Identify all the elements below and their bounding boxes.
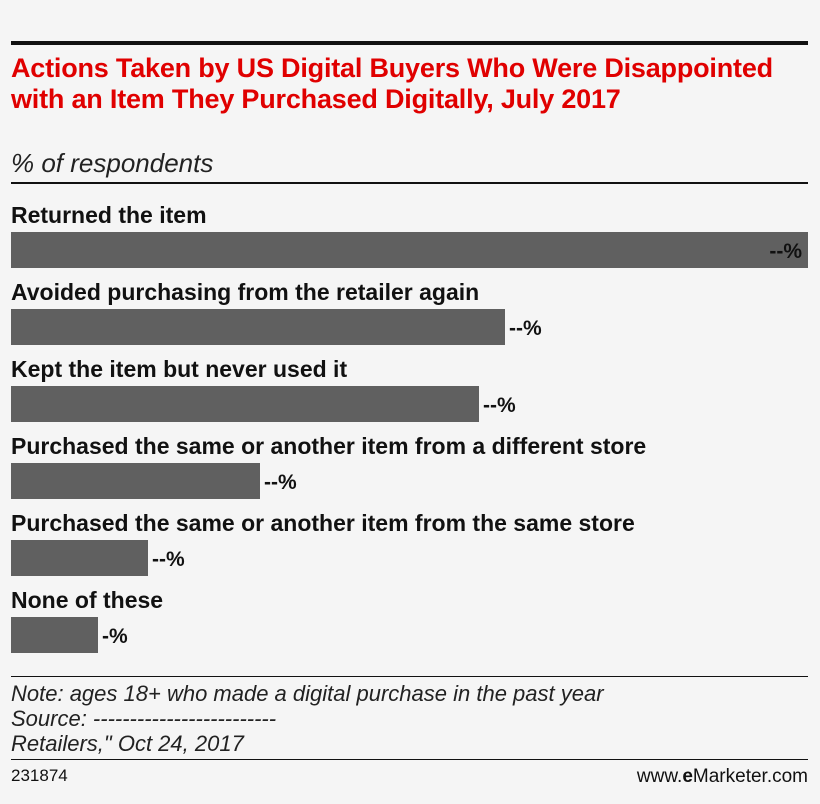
brand-link[interactable]: www.eMarketer.com: [637, 766, 808, 788]
category-label: Avoided purchasing from the retailer aga…: [11, 279, 479, 305]
category-label: Purchased the same or another item from …: [11, 433, 646, 459]
chart-subtitle: % of respondents: [11, 148, 214, 178]
chart-title: Actions Taken by US Digital Buyers Who W…: [11, 53, 773, 114]
source-line: Source: -------------------------: [11, 706, 277, 731]
note-rule: [11, 676, 808, 677]
value-label: --%: [152, 548, 185, 571]
value-label: -%: [102, 625, 128, 648]
note-line: Note: ages 18+ who made a digital purcha…: [11, 681, 604, 706]
bar: [11, 463, 260, 499]
chart-note: Note: ages 18+ who made a digital purcha…: [11, 681, 604, 756]
bar: [11, 232, 808, 268]
chart-id: 231874: [11, 766, 68, 785]
bar: [11, 540, 148, 576]
category-label: Kept the item but never used it: [11, 356, 347, 382]
category-label: None of these: [11, 587, 163, 613]
value-label: --%: [509, 317, 542, 340]
value-label: --%: [483, 394, 516, 417]
footer-rule: [11, 759, 808, 760]
value-label: --%: [264, 471, 297, 494]
brand-name: Marketer.com: [692, 766, 808, 787]
subtitle-rule: [11, 182, 808, 184]
bar: [11, 617, 98, 653]
value-label: --%: [769, 240, 802, 263]
category-label: Purchased the same or another item from …: [11, 510, 635, 536]
bar: [11, 386, 479, 422]
brand-prefix: www.: [636, 766, 683, 787]
category-label: Returned the item: [11, 202, 207, 228]
bar: [11, 309, 505, 345]
source-line: Retailers," Oct 24, 2017: [11, 731, 244, 756]
brand-e: e: [682, 766, 693, 787]
top-rule: [11, 41, 808, 45]
